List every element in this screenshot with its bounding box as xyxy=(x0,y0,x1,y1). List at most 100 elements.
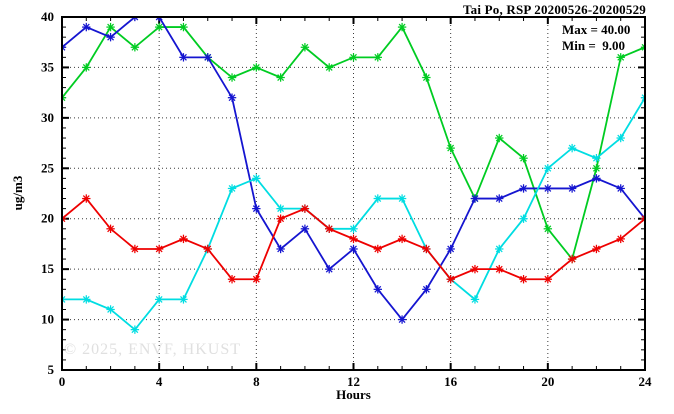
series-red-marker xyxy=(252,275,261,284)
series-green-marker xyxy=(252,63,261,72)
series-cyan-marker xyxy=(130,325,140,334)
series-cyan-marker xyxy=(567,143,577,153)
tick-labels: 5 10 15 20 25 30 35 40 0 4 8 12 16 20 24 xyxy=(41,9,652,389)
series-blue-marker xyxy=(543,184,553,193)
series-blue-marker xyxy=(62,43,67,52)
series-red-marker xyxy=(495,264,504,274)
series-blue-marker xyxy=(349,244,358,254)
series-cyan-marker xyxy=(616,133,625,143)
series-blue-marker xyxy=(227,93,237,102)
y-tick-label: 40 xyxy=(41,9,54,24)
series-green-marker xyxy=(543,224,553,233)
series-red-marker xyxy=(422,244,431,254)
series-cyan-marker xyxy=(252,174,261,183)
y-tick-label: 5 xyxy=(48,362,55,377)
series-blue-marker xyxy=(422,285,431,294)
series-blue-marker xyxy=(300,224,310,233)
series-cyan-marker xyxy=(154,295,164,304)
series-cyan-marker xyxy=(397,194,407,203)
x-axis-title: Hours xyxy=(336,387,371,402)
series-blue-marker xyxy=(495,194,504,203)
y-tick-label: 35 xyxy=(41,59,55,74)
series-green-marker xyxy=(616,53,625,62)
series-blue-marker xyxy=(82,22,91,32)
series-red-marker xyxy=(592,244,601,254)
series-red-marker xyxy=(616,234,625,244)
series-red-marker xyxy=(154,244,164,254)
series-red-marker xyxy=(325,224,334,233)
series-green-marker xyxy=(446,143,455,153)
series-green-marker xyxy=(154,22,164,32)
series-red-marker xyxy=(373,244,382,254)
series-green-marker xyxy=(82,63,91,72)
chart-title: Tai Po, RSP 20200526-20200529 xyxy=(462,2,646,17)
series-red-marker xyxy=(349,234,358,244)
x-tick-label: 20 xyxy=(541,374,554,389)
series-blue-marker xyxy=(519,184,528,193)
y-tick-label: 30 xyxy=(41,110,54,125)
series-blue-marker xyxy=(592,174,601,183)
series-green-marker xyxy=(276,73,285,82)
series-cyan-marker xyxy=(470,295,480,304)
series-cyan-marker xyxy=(519,214,528,223)
series-green-marker xyxy=(592,164,601,173)
series-blue-marker xyxy=(373,285,382,294)
series-red xyxy=(62,194,646,284)
series-green-marker xyxy=(130,43,140,52)
series-red-marker xyxy=(519,275,528,284)
series-red-marker xyxy=(446,275,455,284)
y-tick-label: 20 xyxy=(41,211,54,226)
series-cyan-marker xyxy=(349,224,358,233)
series-green-marker xyxy=(106,22,115,32)
gridlines xyxy=(62,17,645,370)
series-blue-marker xyxy=(276,244,285,254)
series-red-marker xyxy=(62,214,67,223)
plot-border xyxy=(61,16,646,371)
min-value-label: Min = 9.00 xyxy=(562,38,626,53)
x-tick-label: 24 xyxy=(639,374,653,389)
series-red-marker xyxy=(179,234,188,244)
series-red-marker xyxy=(130,244,140,254)
series-green-marker xyxy=(325,63,334,72)
series-red-marker xyxy=(227,275,237,284)
series-red-marker xyxy=(300,204,310,213)
y-tick-label: 10 xyxy=(41,312,54,327)
series-red-marker xyxy=(203,244,212,254)
series-cyan-marker xyxy=(495,244,504,254)
series-green-marker xyxy=(62,93,67,102)
max-value-label: Max = 40.00 xyxy=(562,22,631,37)
series-green-marker xyxy=(227,73,237,82)
series-red-marker xyxy=(397,234,407,244)
series-green-marker xyxy=(422,73,431,82)
series-blue-marker xyxy=(567,184,577,193)
series-green-marker xyxy=(397,22,407,32)
series-cyan-marker xyxy=(373,194,382,203)
series-blue-marker xyxy=(325,264,334,274)
series-green-marker xyxy=(179,22,188,32)
max-min-readout: Max = 40.00 Min = 9.00 xyxy=(562,22,630,54)
series-cyan-marker xyxy=(276,204,285,213)
x-tick-label: 16 xyxy=(444,374,458,389)
x-tick-label: 0 xyxy=(59,374,66,389)
series-blue-marker xyxy=(616,184,625,193)
series-cyan-marker xyxy=(227,184,237,193)
series-blue-line xyxy=(62,16,646,322)
series-blue-marker xyxy=(179,53,188,62)
series-cyan-marker xyxy=(82,295,91,304)
series-blue-marker xyxy=(106,32,115,42)
series-red-marker xyxy=(276,214,285,223)
x-tick-label: 8 xyxy=(253,374,260,389)
series-blue-marker xyxy=(470,194,480,203)
y-tick-label: 25 xyxy=(41,160,55,175)
series-green-marker xyxy=(349,53,358,62)
series-green-marker xyxy=(495,133,504,143)
series-green-marker xyxy=(373,53,382,62)
series-blue-marker xyxy=(446,244,455,254)
series-red-marker xyxy=(470,264,480,274)
series-blue-marker xyxy=(203,53,212,62)
series-cyan-marker xyxy=(106,305,115,314)
series-red-marker xyxy=(106,224,115,233)
series-blue-marker xyxy=(397,315,407,324)
